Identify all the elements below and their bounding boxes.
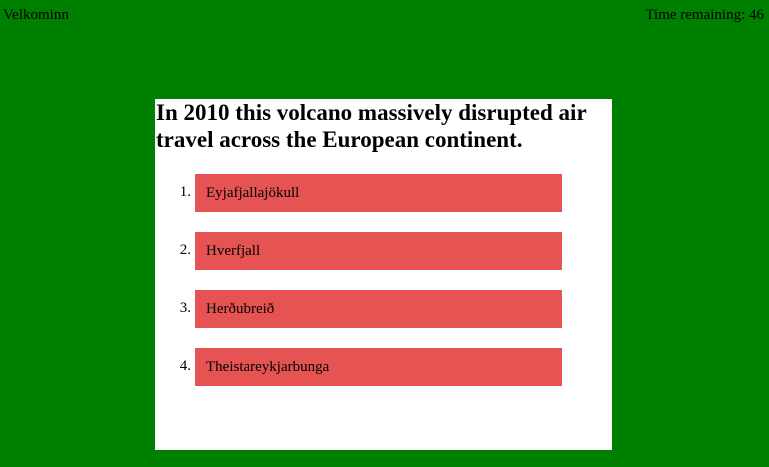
answer-number: 2. bbox=[179, 242, 191, 258]
answer-button-1[interactable]: Eyjafjallajökull bbox=[195, 174, 562, 212]
answer-item: 4. Theistareykjarbunga bbox=[155, 348, 612, 386]
answer-item: 2. Hverfjall bbox=[155, 232, 612, 270]
question-card: In 2010 this volcano massively disrupted… bbox=[155, 99, 612, 450]
answer-number: 3. bbox=[179, 300, 191, 316]
answer-list: 1. Eyjafjallajökull 2. Hverfjall 3. Herð… bbox=[155, 174, 612, 406]
answer-button-2[interactable]: Hverfjall bbox=[195, 232, 562, 270]
time-remaining: Time remaining: 46 bbox=[645, 7, 764, 23]
answer-item: 1. Eyjafjallajökull bbox=[155, 174, 612, 212]
answer-number: 4. bbox=[179, 358, 191, 374]
answer-item: 3. Herðubreið bbox=[155, 290, 612, 328]
answer-button-3[interactable]: Herðubreið bbox=[195, 290, 562, 328]
answer-number: 1. bbox=[179, 184, 191, 200]
greeting-text: Velkominn bbox=[3, 7, 69, 23]
answer-button-4[interactable]: Theistareykjarbunga bbox=[195, 348, 562, 386]
question-text: In 2010 this volcano massively disrupted… bbox=[156, 100, 587, 152]
